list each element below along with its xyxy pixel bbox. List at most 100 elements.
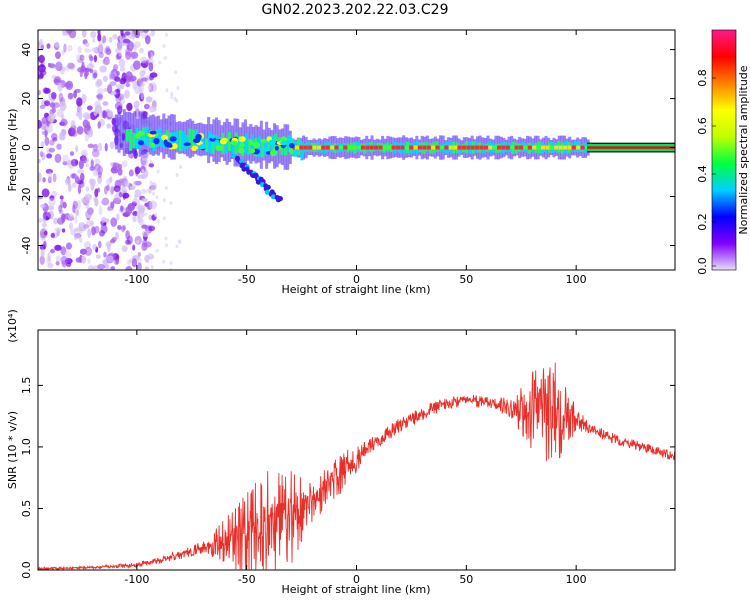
spectrogram-noise-blob (60, 246, 67, 256)
spectrogram-halo (512, 138, 516, 157)
spectrogram-halo (341, 138, 345, 158)
spectrogram-noise-blob (60, 214, 66, 219)
spectrogram-noise-blob (71, 182, 77, 188)
spectrogram-noise-blob (106, 123, 112, 129)
spectrogram-noise-blob (102, 35, 107, 44)
spectrogram-noise-blob (59, 195, 64, 200)
spectrogram-noise-blob (107, 242, 111, 253)
spectrogram-noise-blob (86, 63, 95, 70)
spectrogram-noise-blob (164, 236, 168, 241)
spectrogram-noise-blob (125, 230, 130, 240)
spectrogram-peak-line (378, 145, 383, 150)
spectrogram-noise-blob (168, 267, 172, 270)
spectrogram-halo (315, 139, 319, 156)
spectrogram-noise-blob (40, 248, 45, 257)
spectrogram-noise-blob (57, 82, 63, 92)
spectrogram-peak-blob (238, 136, 246, 143)
spectrogram-noise-blob (75, 226, 84, 234)
spectrogram-noise-blob (145, 59, 150, 66)
spectrogram-noise-blob (96, 87, 104, 95)
spectrogram-core (125, 128, 129, 142)
spectrogram-noise-blob (130, 51, 139, 59)
spectrogram-noise-blob (137, 252, 142, 257)
spectrogram-noise-blob (40, 141, 45, 149)
spectrogram-peak-line (439, 145, 444, 150)
spectrogram-noise-blob (105, 45, 110, 52)
spectrogram-peak-line (334, 145, 339, 150)
spectrogram-noise-blob (140, 91, 145, 100)
spectrogram-noise-blob (80, 255, 87, 264)
spectrogram-noise-blob (40, 44, 45, 50)
spectrogram-core (231, 138, 235, 154)
spectrogram-noise-blob (43, 211, 52, 221)
spectrogram-core (267, 136, 271, 154)
spectrogram-noise-blob (84, 210, 93, 219)
spectrogram-noise-blob (71, 129, 78, 137)
spectrogram-noise-blob (154, 212, 158, 217)
spectrogram-core (260, 140, 264, 158)
spectrogram-noise-blob (52, 173, 57, 183)
spectrogram-peak-line (536, 145, 541, 150)
spectrogram-peak-blob (169, 136, 177, 142)
spectrogram-peak-line (554, 145, 559, 150)
spectrogram-noise-blob (48, 147, 56, 153)
spectrogram-noise-blob (115, 231, 119, 240)
spectrogram-reference-line (587, 146, 675, 149)
spectrogram-noise-blob (73, 90, 77, 99)
spectrogram-noise-blob (64, 250, 72, 258)
spectrogram-peak-blob (219, 138, 228, 145)
spectrogram-noise-blob (61, 213, 66, 224)
spectrogram-chart: -100 -50 0 50 100 -40 -20 0 20 40 Height of strai… (6, 29, 676, 296)
spectrogram-core (132, 132, 136, 149)
spectrogram-noise-blob (49, 248, 55, 254)
spectrogram-noise-blob (61, 135, 66, 141)
spectrogram-noise-blob (43, 230, 48, 236)
colorbar-tick-label: 0.6 (696, 117, 709, 135)
spectrogram-noise-blob (110, 217, 118, 227)
spectrogram-peak-line (562, 145, 567, 150)
spectrogram-peak-line (391, 145, 396, 150)
spectrogram-noise-blob (94, 225, 100, 234)
spectrogram-halo (302, 135, 306, 160)
spectrogram-y-tick-label: 0 (20, 144, 33, 151)
spectrogram-noise-blob (93, 46, 100, 54)
spectrogram-core (201, 134, 205, 147)
spectrogram-peak-line (356, 145, 361, 150)
spectrogram-noise-blob (96, 79, 103, 87)
spectrogram-noise-blob (116, 213, 120, 221)
spectrogram-noise-blob (96, 94, 104, 99)
spectrogram-branch-blob (235, 156, 241, 162)
spectrogram-peak-line (413, 145, 418, 150)
spectrogram-core (185, 134, 189, 150)
snr-y-tick-label: 1.5 (20, 377, 33, 395)
spectrogram-noise-blob (40, 121, 47, 131)
spectrogram-core (211, 137, 215, 154)
spectrogram-noise-blob (140, 82, 145, 87)
spectrogram-peak-line (422, 145, 427, 150)
spectrogram-noise-blob (162, 216, 166, 221)
spectrogram-peak-line (360, 145, 365, 150)
spectrogram-peak-line (475, 145, 480, 150)
spectrogram-noise-blob (38, 54, 45, 64)
spectrogram-noise-blob (144, 212, 148, 217)
spectrogram-noise-blob (152, 81, 156, 86)
spectrogram-noise-blob (162, 198, 166, 203)
spectrogram-noise-blob (157, 219, 161, 224)
spectrogram-noise-blob (94, 198, 99, 207)
spectrogram-noise-blob (62, 160, 68, 166)
spectrogram-noise-blob (95, 254, 101, 259)
spectrogram-noise-blob (149, 32, 153, 37)
spectrogram-noise-blob (147, 85, 151, 90)
spectrogram-noise-blob (141, 224, 148, 229)
spectrogram-x-tick-label: -50 (238, 273, 256, 286)
spectrogram-peak-blob (192, 138, 201, 144)
spectrogram-halo (486, 135, 490, 160)
spectrogram-noise-blob (39, 151, 44, 158)
spectrogram-peak-line (532, 145, 537, 150)
spectrogram-noise-blob (55, 61, 63, 72)
spectrogram-peak-line (404, 145, 409, 150)
snr-y-tick-label: 1.0 (20, 438, 33, 456)
spectrogram-noise-blob (112, 33, 118, 40)
spectrogram-peak-blob (265, 150, 271, 155)
spectrogram-noise-blob (77, 67, 84, 73)
